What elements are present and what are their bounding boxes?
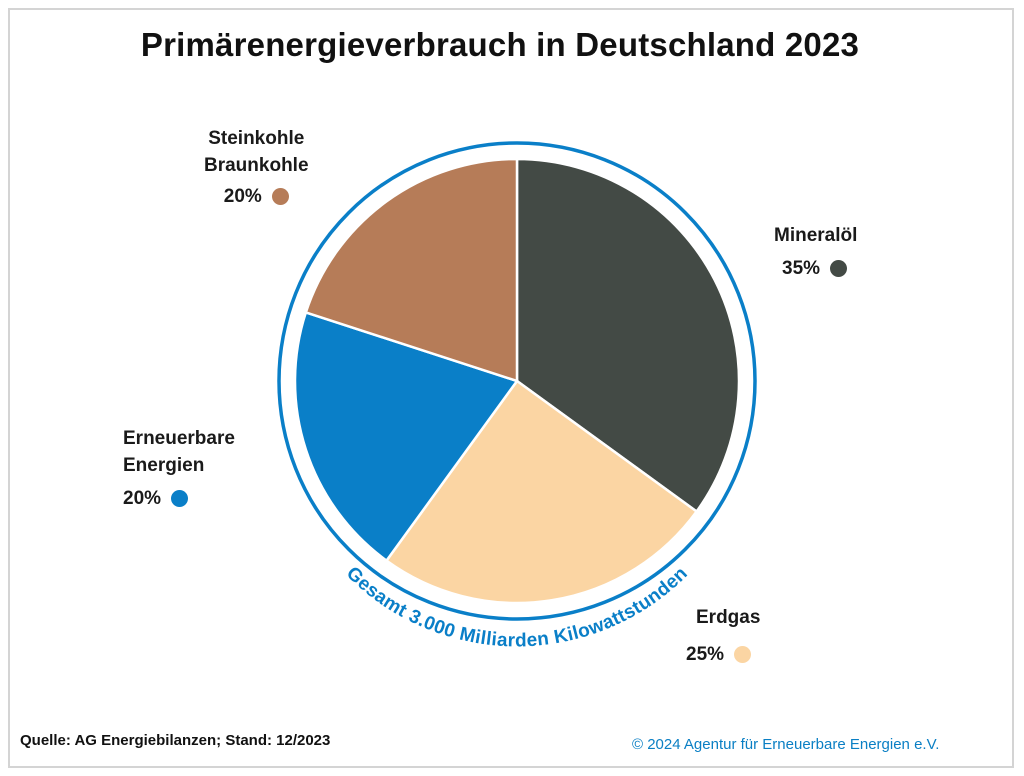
legend-dot-mineraloel (830, 260, 848, 277)
label-mineraloel-pct: 35% (782, 258, 821, 279)
pie-slice-erdgas (385, 379, 698, 605)
chart-title: Primärenergieverbrauch in Deutschland 20… (140, 26, 860, 63)
pie-slice-erneuerbare-energien (293, 311, 519, 562)
label-erdgas-pct: 25% (686, 644, 725, 665)
label-erneuerbare-line2: Energien (123, 455, 205, 476)
pie-slice-mineralöl (515, 157, 741, 513)
label-mineraloel-name: Mineralöl (774, 225, 858, 246)
label-erneuerbare: Erneuerbare Energien 20% (123, 425, 235, 512)
total-ring (277, 141, 757, 621)
label-erneuerbare-pct: 20% (123, 488, 162, 509)
legend-dot-erdgas (734, 646, 752, 663)
label-erdgas: Erdgas 25% (686, 604, 760, 668)
label-kohle: Steinkohle Braunkohle 20% (204, 125, 309, 210)
pie-slice-steinkohle-braunkohle (304, 157, 519, 383)
legend-dot-erneuerbare (171, 490, 189, 507)
copyright-note: © 2024 Agentur für Erneuerbare Energien … (632, 736, 940, 753)
label-kohle-line1: Steinkohle (208, 128, 305, 149)
label-kohle-pct: 20% (223, 186, 262, 207)
label-kohle-line2: Braunkohle (204, 155, 309, 176)
label-mineraloel: Mineralöl 35% (774, 222, 857, 282)
label-erdgas-name: Erdgas (696, 607, 761, 628)
label-erneuerbare-line1: Erneuerbare (123, 428, 235, 449)
legend-dot-kohle (271, 188, 289, 205)
source-note: Quelle: AG Energiebilanzen; Stand: 12/20… (20, 732, 331, 749)
